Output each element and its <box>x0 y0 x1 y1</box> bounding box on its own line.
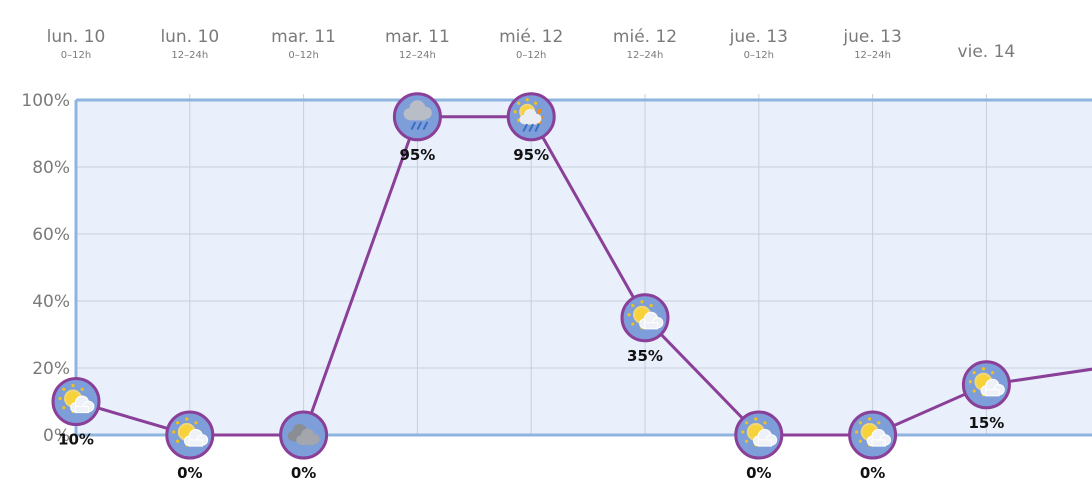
data-point <box>734 410 784 460</box>
x-period-label: 0–12h <box>516 50 546 61</box>
data-point <box>848 410 898 460</box>
data-point <box>620 293 670 343</box>
sun-cloud-icon <box>172 417 209 447</box>
data-label: 0% <box>291 464 316 482</box>
y-tick-label: 60% <box>32 225 70 245</box>
sun-cloud-icon <box>855 417 891 447</box>
sun-cloud-icon <box>741 417 778 447</box>
x-day-label: mar. 11 <box>385 27 450 47</box>
data-label: 15% <box>968 414 1004 432</box>
data-point <box>506 92 556 142</box>
y-tick-label: 40% <box>32 292 70 312</box>
x-day-label: mar. 11 <box>271 27 336 47</box>
x-period-label: 12–24h <box>854 50 891 61</box>
y-tick-label: 0% <box>43 426 70 446</box>
data-markers <box>51 92 1011 460</box>
x-period-label: 0–12h <box>288 50 318 61</box>
plot-area <box>76 100 1092 435</box>
x-day-label: vie. 14 <box>958 42 1016 62</box>
y-tick-label: 20% <box>32 359 70 379</box>
x-day-label: mié. 12 <box>613 27 677 47</box>
x-day-label: mié. 12 <box>499 27 563 47</box>
sun-rain-icon <box>513 98 544 132</box>
data-label: 0% <box>177 464 202 482</box>
data-point <box>279 410 329 460</box>
x-day-label: lun. 10 <box>160 27 219 47</box>
x-period-label: 0–12h <box>61 50 91 61</box>
x-day-label: lun. 10 <box>47 27 106 47</box>
data-point <box>165 410 215 460</box>
sun-cloud-icon <box>968 367 1005 397</box>
x-day-label: jue. 13 <box>729 27 788 47</box>
data-label: 10% <box>58 431 94 449</box>
cloud-icon <box>287 424 320 446</box>
probability-line <box>75 115 1092 437</box>
data-label: 35% <box>627 347 663 365</box>
data-point <box>392 92 442 142</box>
data-label: 0% <box>860 464 885 482</box>
x-period-label: 12–24h <box>171 50 208 61</box>
x-period-label: 12–24h <box>399 50 436 61</box>
x-period-label: 0–12h <box>744 50 774 61</box>
y-axis: 0% 20% 40% 60% 80% 100% <box>21 91 70 446</box>
sun-cloud-icon <box>627 300 664 330</box>
data-label: 95% <box>399 146 435 164</box>
rain-cloud-icon <box>403 100 432 130</box>
data-label: 0% <box>746 464 771 482</box>
y-tick-label: 80% <box>32 158 70 178</box>
sun-cloud-icon <box>58 383 95 414</box>
data-label: 95% <box>513 146 549 164</box>
data-point <box>961 360 1011 410</box>
x-day-label: jue. 13 <box>842 27 901 47</box>
x-axis: lun. 10 0–12h lun. 10 12–24h mar. 11 0–12h mar… <box>47 27 1016 62</box>
value-labels: 10% 0% 0% 95% 95% 35% 0% 0% 15% <box>58 146 1004 482</box>
y-tick-label: 100% <box>21 91 70 111</box>
x-period-label: 12–24h <box>627 50 664 61</box>
data-point <box>51 377 101 426</box>
